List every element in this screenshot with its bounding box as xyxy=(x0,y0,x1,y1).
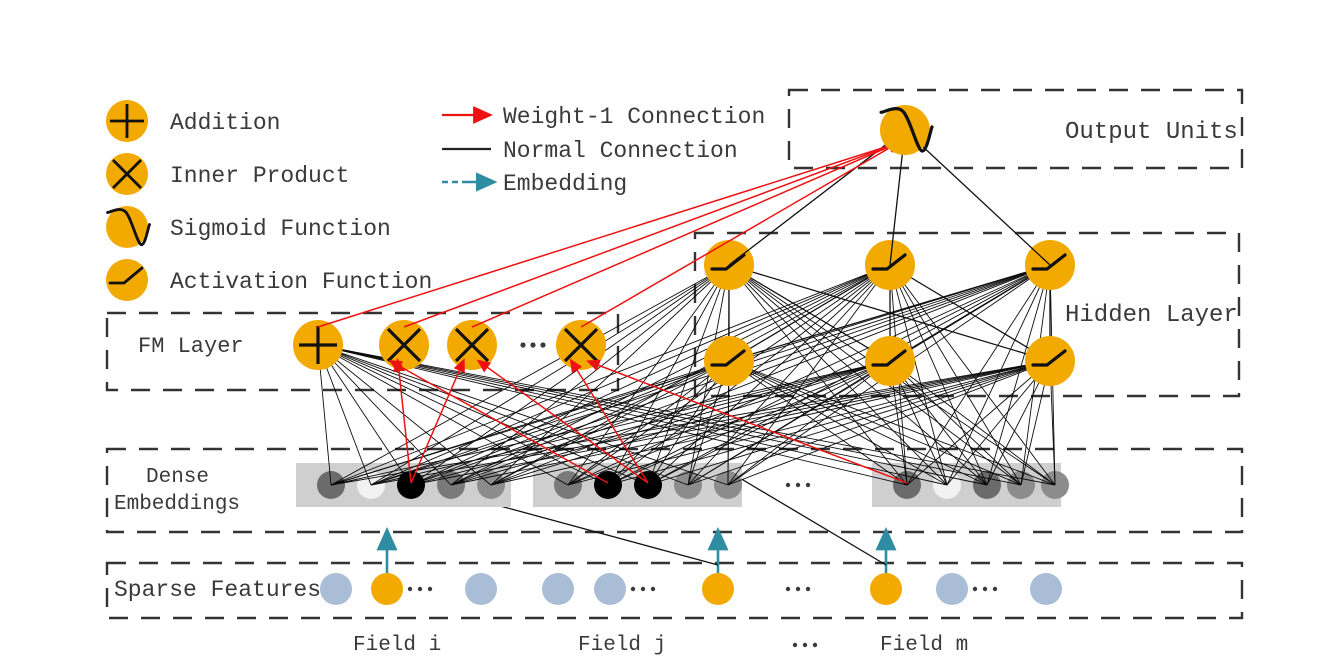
svg-text:Embeddings: Embeddings xyxy=(114,493,240,516)
svg-text:Sigmoid Function: Sigmoid Function xyxy=(170,216,391,242)
svg-text:Field j: Field j xyxy=(578,634,666,657)
svg-text:Embedding: Embedding xyxy=(503,171,627,197)
svg-text:Field m: Field m xyxy=(880,634,968,657)
svg-text:Normal Connection: Normal Connection xyxy=(503,138,738,164)
svg-text:Inner Product: Inner Product xyxy=(170,163,349,189)
svg-text:Field i: Field i xyxy=(353,634,441,657)
svg-text:Addition: Addition xyxy=(170,110,280,136)
svg-text:Hidden Layer: Hidden Layer xyxy=(1065,302,1238,329)
svg-text:Activation Function: Activation Function xyxy=(170,269,432,295)
svg-text:Sparse Features: Sparse Features xyxy=(114,577,321,603)
svg-text:Weight-1 Connection: Weight-1 Connection xyxy=(503,104,765,130)
svg-text:Dense: Dense xyxy=(146,466,209,489)
svg-text:FM Layer: FM Layer xyxy=(138,334,244,359)
svg-text:Output Units: Output Units xyxy=(1065,119,1238,146)
